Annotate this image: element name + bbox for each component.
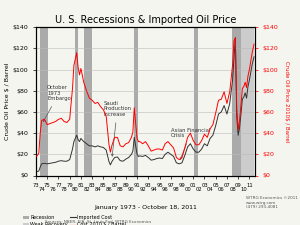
- Y-axis label: Crude Oil Price 2010$ / Barrel: Crude Oil Price 2010$ / Barrel: [284, 61, 290, 142]
- Text: October
1973
Embargo: October 1973 Embargo: [43, 85, 71, 122]
- Bar: [134, 27, 138, 176]
- Text: Saudi
Production
Increase: Saudi Production Increase: [103, 101, 131, 156]
- Text: Asian Financial
Crisis: Asian Financial Crisis: [171, 128, 210, 160]
- Bar: [84, 27, 92, 176]
- X-axis label: January 1973 - October 18, 2011: January 1973 - October 18, 2011: [94, 205, 197, 211]
- Text: Sources: NBER, EIA, St. Louis Fed, WTRG Economics: Sources: NBER, EIA, St. Louis Fed, WTRG …: [45, 220, 151, 224]
- Legend: Recession, Weak Recovery, Imported Cost, Cost 2010 $ / Barrel: Recession, Weak Recovery, Imported Cost,…: [21, 213, 128, 225]
- Bar: [232, 27, 241, 176]
- Bar: [194, 27, 198, 176]
- Bar: [241, 27, 254, 176]
- Title: U. S. Recessions & Imported Oil Price: U. S. Recessions & Imported Oil Price: [55, 15, 236, 25]
- Text: WTRG Economics ©2011
www.wtrg.com
(479) 293-4081: WTRG Economics ©2011 www.wtrg.com (479) …: [246, 196, 298, 209]
- Bar: [40, 27, 48, 176]
- Bar: [75, 27, 78, 176]
- Y-axis label: Crude Oil Price $ / Barrel: Crude Oil Price $ / Barrel: [5, 63, 10, 140]
